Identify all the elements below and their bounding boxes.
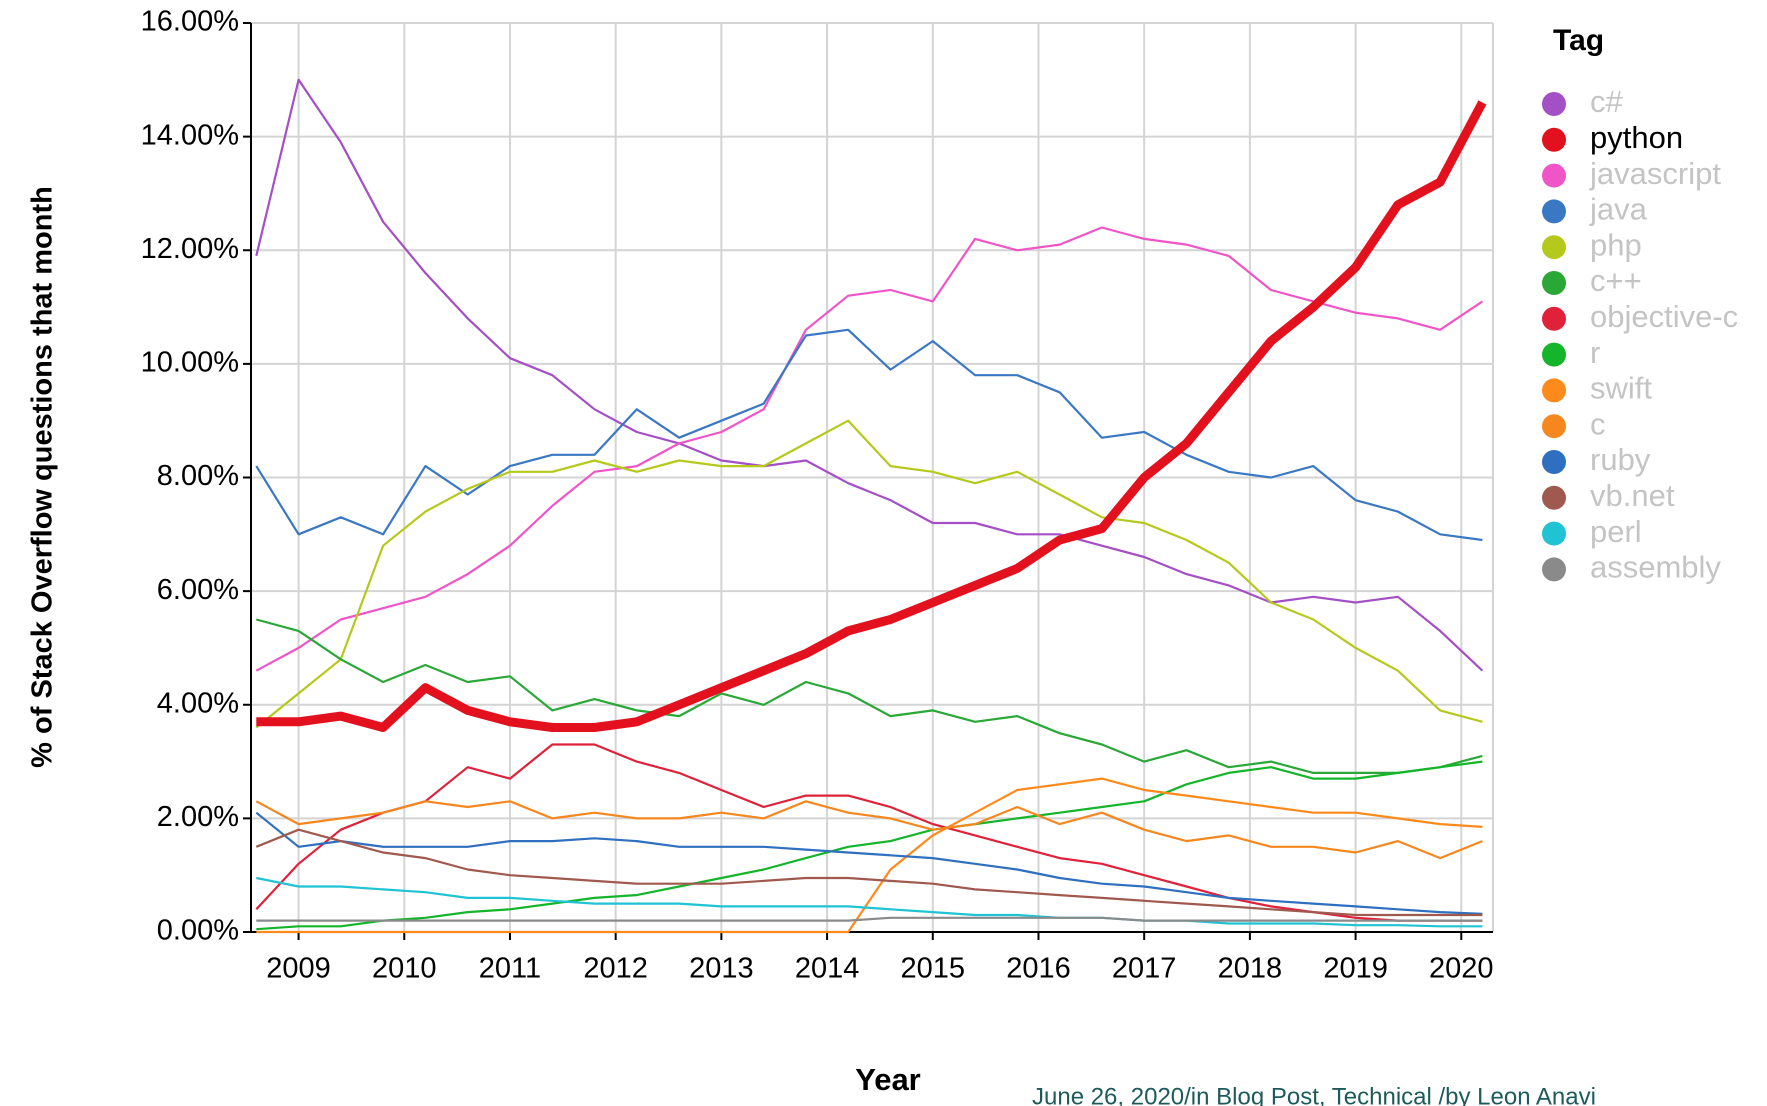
legend-swatch <box>1542 557 1566 582</box>
series-line <box>255 811 1483 915</box>
legend-label: python <box>1590 120 1683 155</box>
y-tick-label: 8.00% <box>157 460 239 492</box>
legend-swatch <box>1542 521 1566 546</box>
y-tick-label: 2.00% <box>157 801 239 833</box>
y-tick-label: 10.00% <box>141 347 239 379</box>
legend-label: r <box>1590 335 1600 370</box>
x-tick-label: 2009 <box>266 953 331 985</box>
legend-swatch <box>1542 414 1566 439</box>
legend-swatch <box>1542 235 1566 260</box>
legend-swatch <box>1542 306 1566 331</box>
legend-label: perl <box>1590 514 1642 549</box>
legend-label: php <box>1590 227 1642 262</box>
legend-label: vb.net <box>1590 478 1675 513</box>
legend-swatch <box>1542 485 1566 510</box>
legend-swatch <box>1542 271 1566 295</box>
y-tick-label: 6.00% <box>157 574 239 606</box>
x-tick-label: 2016 <box>1006 953 1071 985</box>
legend-label: javascript <box>1589 156 1721 191</box>
legend-label: c# <box>1590 84 1624 119</box>
x-tick-label: 2019 <box>1323 953 1388 985</box>
legend-swatch <box>1542 199 1566 224</box>
legend-swatch <box>1542 127 1566 152</box>
series-line <box>255 828 1483 917</box>
x-tick-label: 2020 <box>1429 953 1494 985</box>
legend-swatch <box>1542 450 1566 474</box>
y-tick-label: 12.00% <box>141 233 239 265</box>
legend-label: objective-c <box>1590 299 1738 334</box>
legend-swatch <box>1542 378 1566 403</box>
series-line <box>256 618 1483 774</box>
legend-label: assembly <box>1590 550 1721 585</box>
legend-label: c <box>1590 406 1606 441</box>
series-line <box>256 100 1487 732</box>
series-line <box>256 777 1483 934</box>
legend-swatch <box>1542 342 1566 367</box>
legend-label: java <box>1589 192 1648 227</box>
y-axis-title: % of Stack Overflow questions that month <box>27 186 59 768</box>
x-tick-label: 2015 <box>901 953 966 985</box>
legend-label: c++ <box>1590 263 1642 298</box>
series-line <box>256 760 1483 931</box>
x-tick-label: 2014 <box>795 953 860 985</box>
x-tick-label: 2010 <box>372 953 437 985</box>
x-tick-label: 2017 <box>1112 953 1177 985</box>
byline: June 26, 2020/in Blog Post, Technical /b… <box>1032 1083 1596 1106</box>
series-line <box>255 226 1484 672</box>
x-tick-label: 2012 <box>583 953 648 985</box>
series-line <box>255 800 1483 860</box>
legend-swatch <box>1542 92 1566 116</box>
x-tick-label: 2018 <box>1218 953 1283 985</box>
series-line <box>256 876 1483 928</box>
x-axis-title: Year <box>855 1062 921 1097</box>
x-tick-label: 2011 <box>479 953 541 985</box>
series-line <box>255 78 1484 672</box>
series-line <box>256 916 1483 922</box>
legend-title: Tag <box>1553 24 1604 57</box>
y-tick-label: 0.00% <box>157 915 239 947</box>
y-tick-label: 16.00% <box>141 6 239 38</box>
series-line <box>255 419 1483 729</box>
legend-swatch <box>1542 163 1566 188</box>
y-tick-label: 4.00% <box>157 687 239 719</box>
series-line <box>255 328 1483 542</box>
legend-label: ruby <box>1590 442 1651 477</box>
series-line <box>255 743 1483 922</box>
x-tick-label: 2013 <box>689 953 754 985</box>
y-tick-label: 14.00% <box>141 119 239 151</box>
legend-label: swift <box>1590 371 1652 406</box>
